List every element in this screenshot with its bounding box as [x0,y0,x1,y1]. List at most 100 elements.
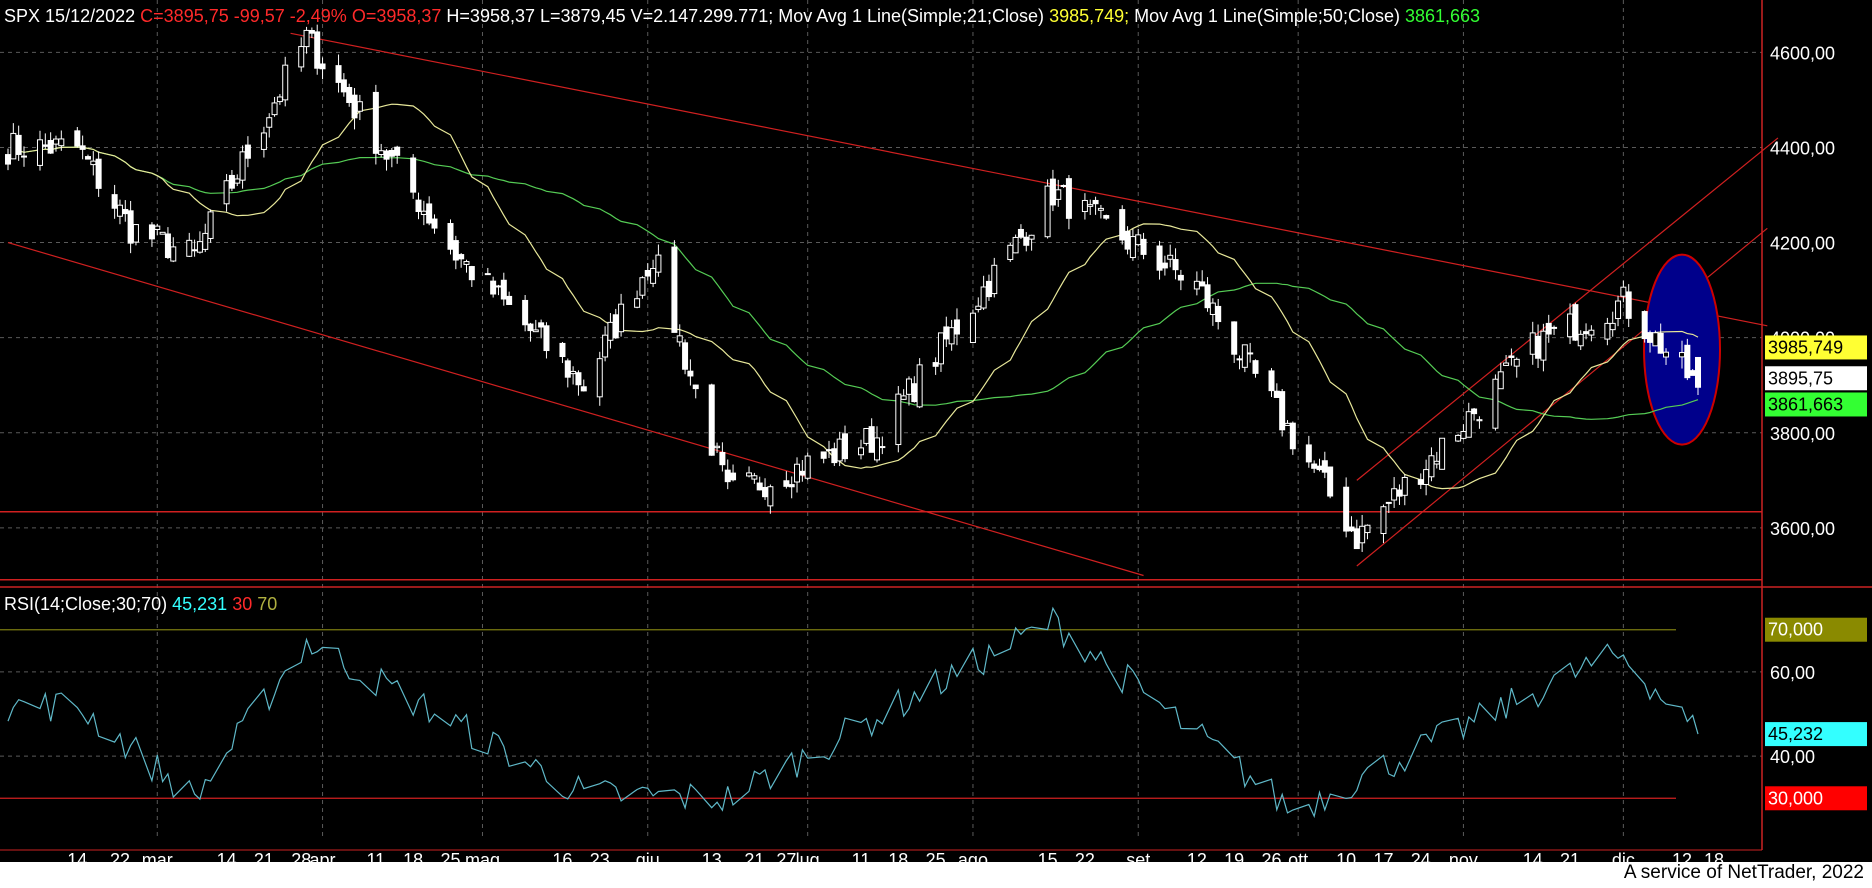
candle-body [969,312,976,344]
candle-body [751,475,758,480]
candle-body [1583,331,1590,335]
candle-body [154,225,161,230]
ma21-badge: 3985,749 [1768,337,1843,357]
trend-line [7,241,1144,577]
candle-body [1572,304,1579,341]
candle-body [783,480,790,487]
candle-body [692,384,699,390]
candle-body [1503,362,1510,366]
grid-lines [0,0,1762,840]
candle-body [1279,391,1286,431]
candle-body [1172,259,1179,271]
date-label: 15/12/2022 [45,6,136,26]
candle-body [1044,185,1051,238]
candle-body [234,178,241,184]
candle-body [799,470,806,476]
candle-body [132,224,139,243]
candle-body [196,241,203,253]
candle-body [836,438,843,462]
candle-body [276,96,283,103]
candle-body [1081,199,1088,213]
candle-body [1065,178,1072,219]
candle-body [985,280,992,298]
candle-body [895,393,902,446]
candle-body [1551,326,1558,329]
candle-body [95,158,102,189]
close-badge: 3895,75 [1768,368,1833,388]
candle-body [842,433,849,460]
candle-body [319,63,326,70]
candle-body [388,149,395,157]
rsi-badge-bg [1765,722,1867,747]
candle-body [1343,486,1350,532]
candle-body [282,64,289,101]
trend-line [1356,137,1779,481]
candle-body [335,65,342,83]
candle-body [975,305,982,311]
rsi-legend: RSI(14;Close;30;70) 45,231 30 70 [4,594,277,615]
candle-body [228,174,235,189]
candle-body [730,472,737,481]
candle-body [351,94,358,119]
candle-body [495,285,502,288]
candle-body [1284,422,1291,426]
candle-body [340,79,347,93]
candle-body [932,362,939,367]
candle-body [1391,488,1398,501]
price-legend: SPX 15/12/2022 C=3895,75 -99,57 -2,49% O… [4,6,1480,27]
candle-body [1273,390,1280,398]
candle-body [148,224,155,240]
rsi-tick-label: 40,00 [1770,747,1815,767]
candle-body [1497,371,1504,390]
candle-body [452,240,459,261]
candle-body [122,209,129,215]
candle-body [1097,207,1104,211]
candle-body [159,231,166,235]
candle-body [42,144,49,147]
candle-body [879,446,886,449]
candle-body [564,360,571,378]
candle-body [1513,358,1520,367]
candle-body [202,232,209,250]
hlv-label: H=3958,37 L=3879,45 V=2.147.299.771; [446,6,774,26]
rsi30-badge-bg [1765,786,1867,811]
price-tick-label: 3600,00 [1770,519,1835,539]
candle-body [820,451,827,459]
candle-body [74,130,81,147]
candle-body [223,180,230,205]
candle-body [719,451,726,466]
candle-body [1017,228,1024,238]
price-tick-label: 4600,00 [1770,43,1835,63]
candle-body [1609,322,1616,331]
ma50-label: Mov Avg 1 Line(Simple;50;Close) [1134,6,1400,26]
open-label: O=3958,37 [351,6,442,26]
candle-body [1396,489,1403,497]
candle-body [948,327,955,345]
candle-body [1647,332,1654,343]
candle-body [1353,528,1360,550]
candle-body [1535,335,1542,359]
ma21-line [7,103,1699,490]
candle-body [788,484,795,488]
candle-body [127,210,134,244]
rsi-tick-label: 60,00 [1770,663,1815,683]
candle-body [1471,408,1478,415]
candle-body [1305,444,1312,463]
candle-body [559,342,566,358]
candle-body [1087,204,1094,207]
candle-body [538,322,545,328]
candle-body [1684,344,1691,379]
candle-body [1209,302,1216,315]
candle-body [1359,525,1366,544]
ma50-badge: 3861,663 [1768,394,1843,414]
candle-body [1028,234,1035,240]
footer-bar [0,862,1872,888]
price-tick-label: 3800,00 [1770,424,1835,444]
candle-body [314,31,321,69]
candle-body [1092,199,1099,205]
ma21-badge-bg [1765,335,1867,360]
candle-body [164,233,171,258]
candle-body [570,370,577,375]
candle-body [1129,236,1136,259]
